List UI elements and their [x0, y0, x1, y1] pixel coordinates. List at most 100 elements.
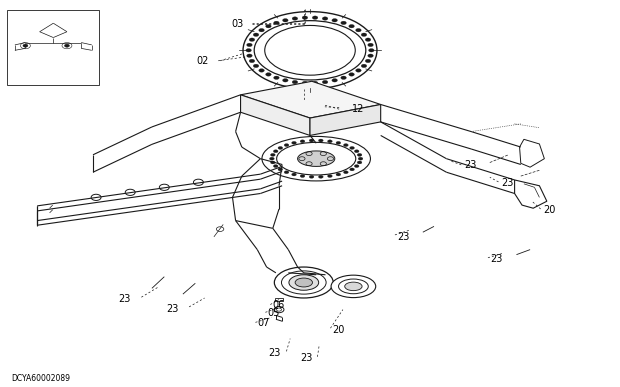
Circle shape — [336, 141, 341, 144]
Circle shape — [336, 173, 341, 176]
Circle shape — [343, 144, 348, 147]
Circle shape — [273, 21, 279, 25]
Ellipse shape — [254, 21, 366, 80]
Ellipse shape — [339, 279, 368, 294]
Circle shape — [327, 140, 332, 143]
Ellipse shape — [265, 26, 355, 75]
Circle shape — [259, 28, 264, 32]
Text: 23: 23 — [397, 232, 409, 242]
Polygon shape — [241, 95, 310, 135]
Circle shape — [322, 17, 328, 20]
Circle shape — [368, 49, 374, 52]
Circle shape — [273, 164, 278, 168]
Circle shape — [341, 76, 347, 79]
Circle shape — [312, 16, 318, 19]
Circle shape — [332, 79, 337, 82]
Circle shape — [270, 157, 274, 160]
Circle shape — [361, 33, 367, 36]
Circle shape — [292, 17, 298, 20]
Circle shape — [265, 24, 271, 28]
Circle shape — [332, 19, 337, 22]
Text: 23: 23 — [300, 353, 312, 363]
Circle shape — [300, 140, 305, 143]
Circle shape — [283, 19, 288, 22]
Circle shape — [349, 73, 355, 76]
Circle shape — [349, 24, 355, 28]
Ellipse shape — [275, 267, 334, 298]
Text: 23: 23 — [501, 178, 513, 188]
Circle shape — [23, 44, 28, 47]
Circle shape — [355, 150, 359, 153]
Circle shape — [284, 144, 289, 147]
Circle shape — [358, 157, 363, 160]
Text: 23: 23 — [464, 160, 476, 170]
Circle shape — [357, 161, 362, 164]
Circle shape — [246, 49, 252, 52]
Circle shape — [368, 54, 373, 57]
Ellipse shape — [277, 142, 356, 175]
Circle shape — [64, 44, 69, 47]
Circle shape — [302, 81, 308, 85]
Text: 03: 03 — [231, 19, 244, 29]
Text: 20: 20 — [332, 325, 345, 335]
Text: 05: 05 — [268, 308, 280, 318]
Circle shape — [355, 164, 359, 168]
Ellipse shape — [298, 151, 335, 166]
Circle shape — [249, 38, 255, 41]
Ellipse shape — [243, 12, 377, 89]
Circle shape — [259, 69, 264, 72]
Circle shape — [350, 146, 355, 149]
Circle shape — [253, 64, 259, 68]
Circle shape — [265, 73, 271, 76]
Circle shape — [309, 175, 314, 178]
Ellipse shape — [289, 275, 319, 290]
Circle shape — [312, 81, 318, 85]
Circle shape — [292, 80, 298, 84]
Circle shape — [291, 141, 296, 144]
Circle shape — [302, 16, 308, 19]
Circle shape — [247, 54, 252, 57]
Circle shape — [249, 59, 255, 63]
Text: 20: 20 — [543, 205, 556, 215]
Circle shape — [270, 161, 275, 164]
Circle shape — [298, 96, 324, 113]
Text: 23: 23 — [490, 254, 502, 264]
Bar — [275, 298, 283, 301]
Circle shape — [319, 175, 323, 178]
Circle shape — [303, 99, 319, 110]
Circle shape — [278, 146, 283, 149]
Circle shape — [361, 64, 367, 68]
Circle shape — [273, 76, 279, 79]
Circle shape — [291, 173, 296, 176]
Circle shape — [365, 38, 371, 41]
Circle shape — [365, 59, 371, 63]
Text: 23: 23 — [166, 304, 179, 314]
Text: 07: 07 — [257, 318, 270, 328]
Circle shape — [309, 139, 314, 142]
Circle shape — [350, 168, 355, 171]
Circle shape — [341, 21, 347, 25]
Ellipse shape — [331, 275, 376, 298]
Circle shape — [357, 153, 362, 156]
Text: 23: 23 — [118, 294, 130, 304]
Circle shape — [368, 43, 373, 47]
Circle shape — [284, 171, 289, 174]
Ellipse shape — [295, 278, 312, 287]
Circle shape — [278, 168, 283, 171]
Circle shape — [253, 33, 259, 36]
Text: 23: 23 — [268, 348, 281, 358]
Circle shape — [327, 175, 332, 178]
Circle shape — [356, 28, 361, 32]
Circle shape — [300, 175, 305, 178]
Text: 12: 12 — [352, 104, 364, 114]
Circle shape — [270, 153, 275, 156]
Polygon shape — [310, 104, 381, 135]
Circle shape — [343, 171, 348, 174]
Text: DCYA60002089: DCYA60002089 — [11, 374, 70, 383]
Circle shape — [247, 43, 252, 47]
Circle shape — [319, 139, 323, 142]
Circle shape — [283, 79, 288, 82]
Circle shape — [273, 150, 278, 153]
Ellipse shape — [281, 271, 326, 294]
Ellipse shape — [262, 137, 371, 181]
